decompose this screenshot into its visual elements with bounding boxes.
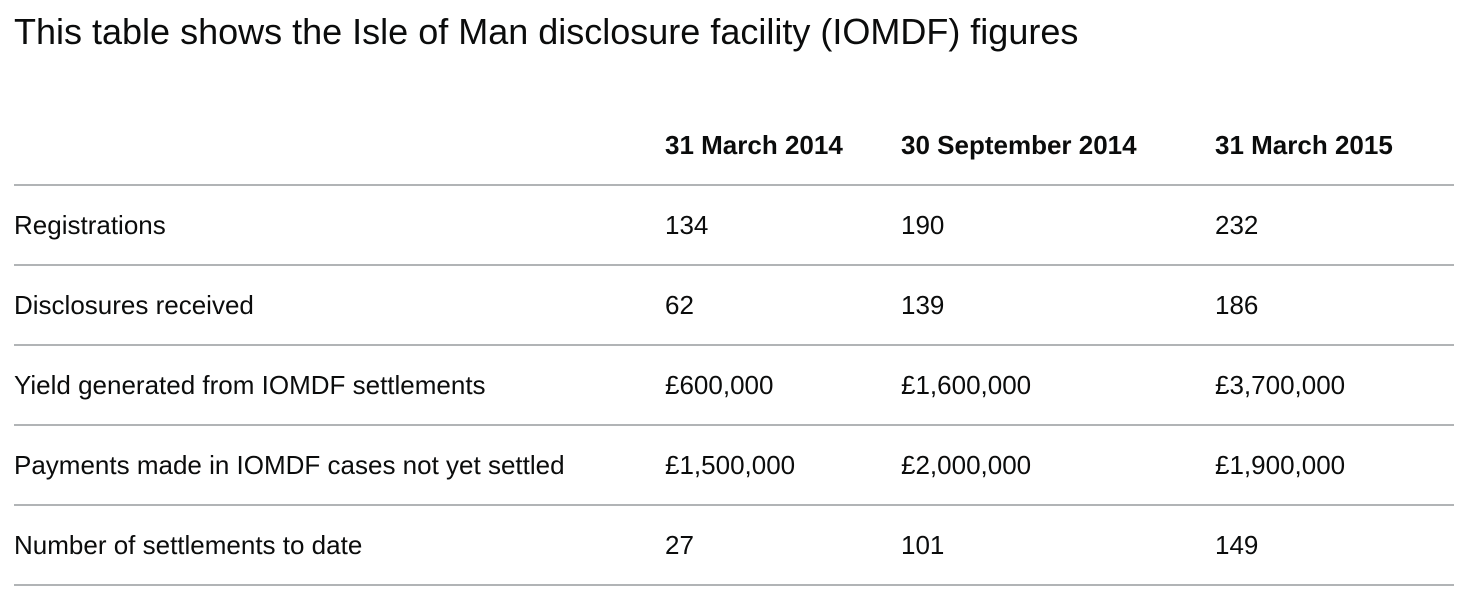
table-cell: 190 bbox=[901, 185, 1215, 266]
row-label: Number of settlements to date bbox=[14, 505, 665, 586]
header-row: 31 March 2014 30 September 2014 31 March… bbox=[14, 106, 1454, 186]
table-cell: £3,700,000 bbox=[1215, 345, 1454, 426]
header-cell-31-march-2015: 31 March 2015 bbox=[1215, 106, 1454, 186]
table-row-number-of-settlements: Number of settlements to date 27 101 149 bbox=[14, 505, 1454, 586]
table-cell: £1,900,000 bbox=[1215, 425, 1454, 506]
table-row-yield-generated: Yield generated from IOMDF settlements £… bbox=[14, 345, 1454, 426]
table-row-payments-made: Payments made in IOMDF cases not yet set… bbox=[14, 425, 1454, 506]
table-cell: 101 bbox=[901, 505, 1215, 586]
table-cell: 149 bbox=[1215, 505, 1454, 586]
header-cell-blank bbox=[14, 106, 665, 186]
table-cell: £2,000,000 bbox=[901, 425, 1215, 506]
table-caption: This table shows the Isle of Man disclos… bbox=[14, 11, 1079, 52]
table-body: Registrations 134 190 232 Disclosures re… bbox=[14, 185, 1454, 586]
table-cell: 62 bbox=[665, 265, 901, 346]
table-row-disclosures-received: Disclosures received 62 139 186 bbox=[14, 265, 1454, 346]
table-row-registrations: Registrations 134 190 232 bbox=[14, 185, 1454, 266]
header-cell-30-september-2014: 30 September 2014 bbox=[901, 106, 1215, 186]
header-cell-31-march-2014: 31 March 2014 bbox=[665, 106, 901, 186]
table-cell: 232 bbox=[1215, 185, 1454, 266]
table-cell: £1,500,000 bbox=[665, 425, 901, 506]
table-cell: 27 bbox=[665, 505, 901, 586]
table-cell: £600,000 bbox=[665, 345, 901, 426]
table-cell: 139 bbox=[901, 265, 1215, 346]
row-label: Yield generated from IOMDF settlements bbox=[14, 345, 665, 426]
table-header: 31 March 2014 30 September 2014 31 March… bbox=[14, 106, 1454, 186]
row-label: Disclosures received bbox=[14, 265, 665, 346]
table-cell: 186 bbox=[1215, 265, 1454, 346]
table-cell: £1,600,000 bbox=[901, 345, 1215, 426]
table-cell: 134 bbox=[665, 185, 901, 266]
row-label: Payments made in IOMDF cases not yet set… bbox=[14, 425, 665, 506]
row-label: Registrations bbox=[14, 185, 665, 266]
iomdf-figures-table: 31 March 2014 30 September 2014 31 March… bbox=[14, 106, 1454, 586]
